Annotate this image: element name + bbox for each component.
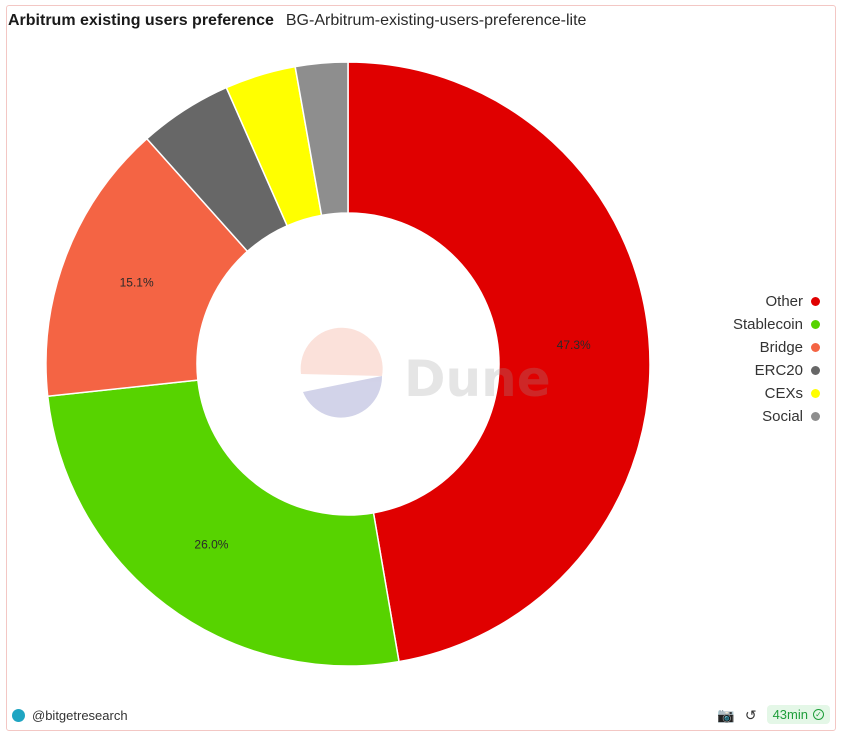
author-name: @bitgetresearch xyxy=(32,708,128,723)
slice-stablecoin[interactable] xyxy=(46,379,400,667)
legend-item-other[interactable]: Other xyxy=(765,292,820,310)
dune-watermark: Dune xyxy=(300,327,551,418)
refresh-age: 43min xyxy=(772,707,808,722)
legend-item-stablecoin[interactable]: Stablecoin xyxy=(733,315,820,333)
legend-label: CEXs xyxy=(764,384,803,402)
legend-label: Bridge xyxy=(759,338,803,356)
refresh-status-badge[interactable]: 43min ✓ xyxy=(766,705,830,724)
legend-swatch xyxy=(811,411,820,421)
legend-swatch xyxy=(811,388,820,398)
chart-legend: Other Stablecoin Bridge ERC20 CEXs Social xyxy=(733,292,820,425)
legend-label: Stablecoin xyxy=(732,315,803,333)
refresh-icon[interactable]: ↺ xyxy=(744,706,757,723)
legend-item-cexs[interactable]: CEXs xyxy=(765,384,820,402)
chart-title: Arbitrum existing users preference xyxy=(8,12,274,29)
check-circle-icon: ✓ xyxy=(813,709,824,720)
legend-swatch xyxy=(811,319,820,329)
legend-swatch xyxy=(811,342,820,352)
query-name[interactable]: BG-Arbitrum-existing-users-preference-li… xyxy=(285,12,587,29)
data-label-bridge: 15.1% xyxy=(120,276,154,290)
avatar xyxy=(12,709,25,722)
legend-item-social[interactable]: Social xyxy=(762,407,820,425)
data-label-other: 47.3% xyxy=(557,338,591,352)
slice-other[interactable] xyxy=(347,61,651,663)
slice-bridge[interactable] xyxy=(45,137,249,398)
legend-swatch xyxy=(811,296,820,306)
data-label-stablecoin: 26.0% xyxy=(194,538,228,552)
author-link[interactable]: @bitgetresearch xyxy=(12,708,128,723)
camera-icon[interactable]: 📷 xyxy=(717,706,735,723)
watermark-text: Dune xyxy=(404,350,551,408)
chart-header: Arbitrum existing users preference BG-Ar… xyxy=(8,12,586,30)
legend-label: Other xyxy=(765,292,803,310)
legend-swatch xyxy=(811,365,820,375)
legend-label: Social xyxy=(762,407,803,425)
legend-item-erc20[interactable]: ERC20 xyxy=(755,361,820,379)
slice-social[interactable] xyxy=(294,61,349,217)
legend-label: ERC20 xyxy=(754,361,803,379)
chart-footer-actions: 📷 ↺ 43min ✓ xyxy=(717,705,830,724)
legend-item-bridge[interactable]: Bridge xyxy=(760,338,820,356)
